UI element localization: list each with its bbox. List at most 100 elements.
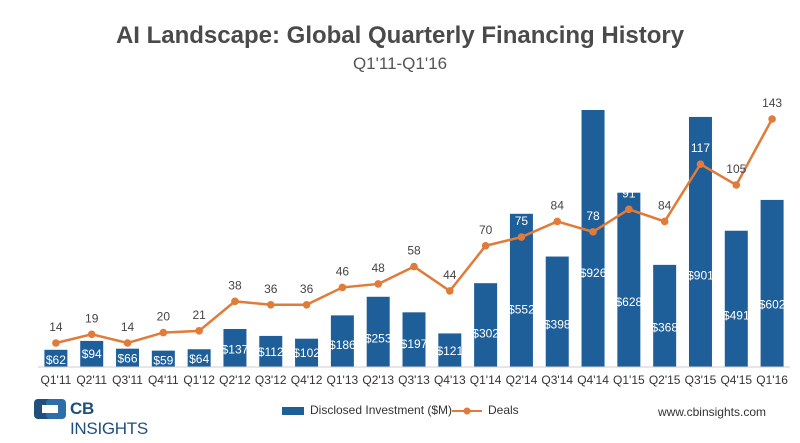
investment-bar xyxy=(653,264,677,367)
deals-point xyxy=(87,330,96,339)
deals-value-label: 91 xyxy=(622,186,636,200)
deals-point xyxy=(123,339,132,347)
investment-bar xyxy=(366,296,390,367)
deals-point xyxy=(768,115,776,123)
x-tick-label: Q4'14 xyxy=(577,373,609,387)
investment-value-label: $253 xyxy=(365,331,392,345)
deals-point xyxy=(589,228,597,236)
investment-bar xyxy=(724,230,748,367)
investment-bar xyxy=(223,328,247,367)
x-tick-label: Q3'15 xyxy=(685,373,717,387)
deals-value-label: 48 xyxy=(372,261,386,275)
investment-labels: $62 $94 $66 $59 $64 $137 $112 $102 $186 $253 $197 $… xyxy=(46,266,786,368)
deals-value-label: 84 xyxy=(551,198,565,212)
investment-bar xyxy=(295,338,319,367)
logo-text: CB INSIGHTS xyxy=(70,399,174,439)
investment-value-label: $66 xyxy=(118,352,138,366)
x-tick-label: Q2'11 xyxy=(76,373,107,387)
x-tick-label: Q3'13 xyxy=(398,373,430,387)
investment-bar xyxy=(760,199,784,367)
x-tick-labels: Q1'11 Q2'11 Q3'11 Q4'11 Q1'12 Q2'12 Q3'12 Q4'12… xyxy=(41,373,789,387)
cb-insights-logo: CB INSIGHTS xyxy=(34,397,174,438)
chart-subtitle: Q1'11-Q1'16 xyxy=(352,54,448,73)
legend-deals-label: Deals xyxy=(488,403,519,417)
investment-bar xyxy=(116,348,140,367)
x-tick-label: Q2'15 xyxy=(649,373,681,387)
x-tick-label: Q1'13 xyxy=(327,373,359,387)
investment-value-label: $552 xyxy=(508,302,535,316)
deals-line xyxy=(52,115,776,347)
investment-value-label: $602 xyxy=(759,298,786,312)
deals-value-label: 36 xyxy=(264,282,278,296)
investment-value-label: $491 xyxy=(723,308,750,322)
deals-value-label: 38 xyxy=(228,278,242,292)
x-tick-label: Q2'12 xyxy=(219,373,251,387)
investment-value-label: $137 xyxy=(222,343,249,357)
deals-point xyxy=(195,327,203,335)
investment-bar xyxy=(330,315,354,367)
deals-value-label: 20 xyxy=(157,310,171,324)
investment-bars xyxy=(44,110,784,367)
investment-bar xyxy=(438,333,462,367)
deals-point xyxy=(696,160,705,168)
investment-bar xyxy=(617,192,641,367)
deals-value-label: 21 xyxy=(192,308,206,322)
deals-value-label: 19 xyxy=(85,311,99,325)
investment-bar xyxy=(80,340,104,367)
chart-title: AI Landscape: Global Quarterly Financing… xyxy=(115,22,685,49)
investment-bar xyxy=(509,213,533,367)
x-tick-label: Q1'11 xyxy=(41,373,72,387)
deals-point xyxy=(446,287,454,295)
deals-value-label: 70 xyxy=(479,223,493,237)
deals-point xyxy=(338,283,347,292)
deals-point xyxy=(231,297,239,306)
deals-point xyxy=(302,300,311,309)
deals-point xyxy=(732,181,741,189)
deals-value-label: 14 xyxy=(121,320,135,334)
investment-value-label: $102 xyxy=(293,346,320,360)
deals-point xyxy=(517,233,526,241)
x-tick-label: Q1'12 xyxy=(183,373,215,387)
investment-value-label: $112 xyxy=(258,345,284,359)
deals-value-label: 46 xyxy=(336,264,350,278)
deals-value-label: 36 xyxy=(300,282,314,296)
investment-value-label: $197 xyxy=(401,337,428,351)
investment-bar xyxy=(151,350,175,367)
investment-value-label: $926 xyxy=(580,266,607,280)
logo-name: INSIGHTS xyxy=(70,419,148,438)
x-tick-label: Q4'11 xyxy=(148,373,179,387)
deals-point xyxy=(374,280,382,288)
x-tick-label: Q2'13 xyxy=(362,373,394,387)
investment-value-label: $901 xyxy=(687,268,714,282)
x-tick-label: Q4'13 xyxy=(434,373,466,387)
investment-bar xyxy=(581,110,605,367)
footer-url: www.cbinsights.com xyxy=(657,405,766,419)
investment-value-label: $302 xyxy=(472,327,499,341)
investment-bar xyxy=(187,349,211,367)
x-tick-label: Q4'15 xyxy=(720,373,752,387)
deals-value-label: 58 xyxy=(407,244,421,258)
investment-value-label: $121 xyxy=(436,344,463,358)
deals-value-label: 105 xyxy=(726,162,746,176)
deals-value-label: 84 xyxy=(658,198,672,212)
investment-value-label: $368 xyxy=(651,320,678,334)
x-tick-label: Q2'14 xyxy=(506,373,538,387)
deals-point xyxy=(553,217,562,226)
investment-bar xyxy=(545,256,569,367)
investment-bar xyxy=(688,116,712,367)
x-tick-label: Q1'14 xyxy=(470,373,502,387)
investment-value-label: $186 xyxy=(329,338,356,352)
investment-value-label: $59 xyxy=(153,354,173,368)
investment-value-label: $62 xyxy=(46,353,66,367)
x-tick-label: Q3'14 xyxy=(541,373,573,387)
legend-bar-swatch xyxy=(282,407,304,415)
x-tick-label: Q4'12 xyxy=(291,373,323,387)
investment-bar xyxy=(44,349,68,367)
deals-value-label: 44 xyxy=(443,268,457,282)
x-tick-label: Q1'15 xyxy=(613,373,645,387)
deals-value-label: 143 xyxy=(762,96,782,110)
deals-value-label: 117 xyxy=(691,141,710,155)
cb-logo-mark-icon xyxy=(34,399,66,419)
investment-bar xyxy=(259,335,283,367)
x-tick-label: Q1'16 xyxy=(756,373,788,387)
